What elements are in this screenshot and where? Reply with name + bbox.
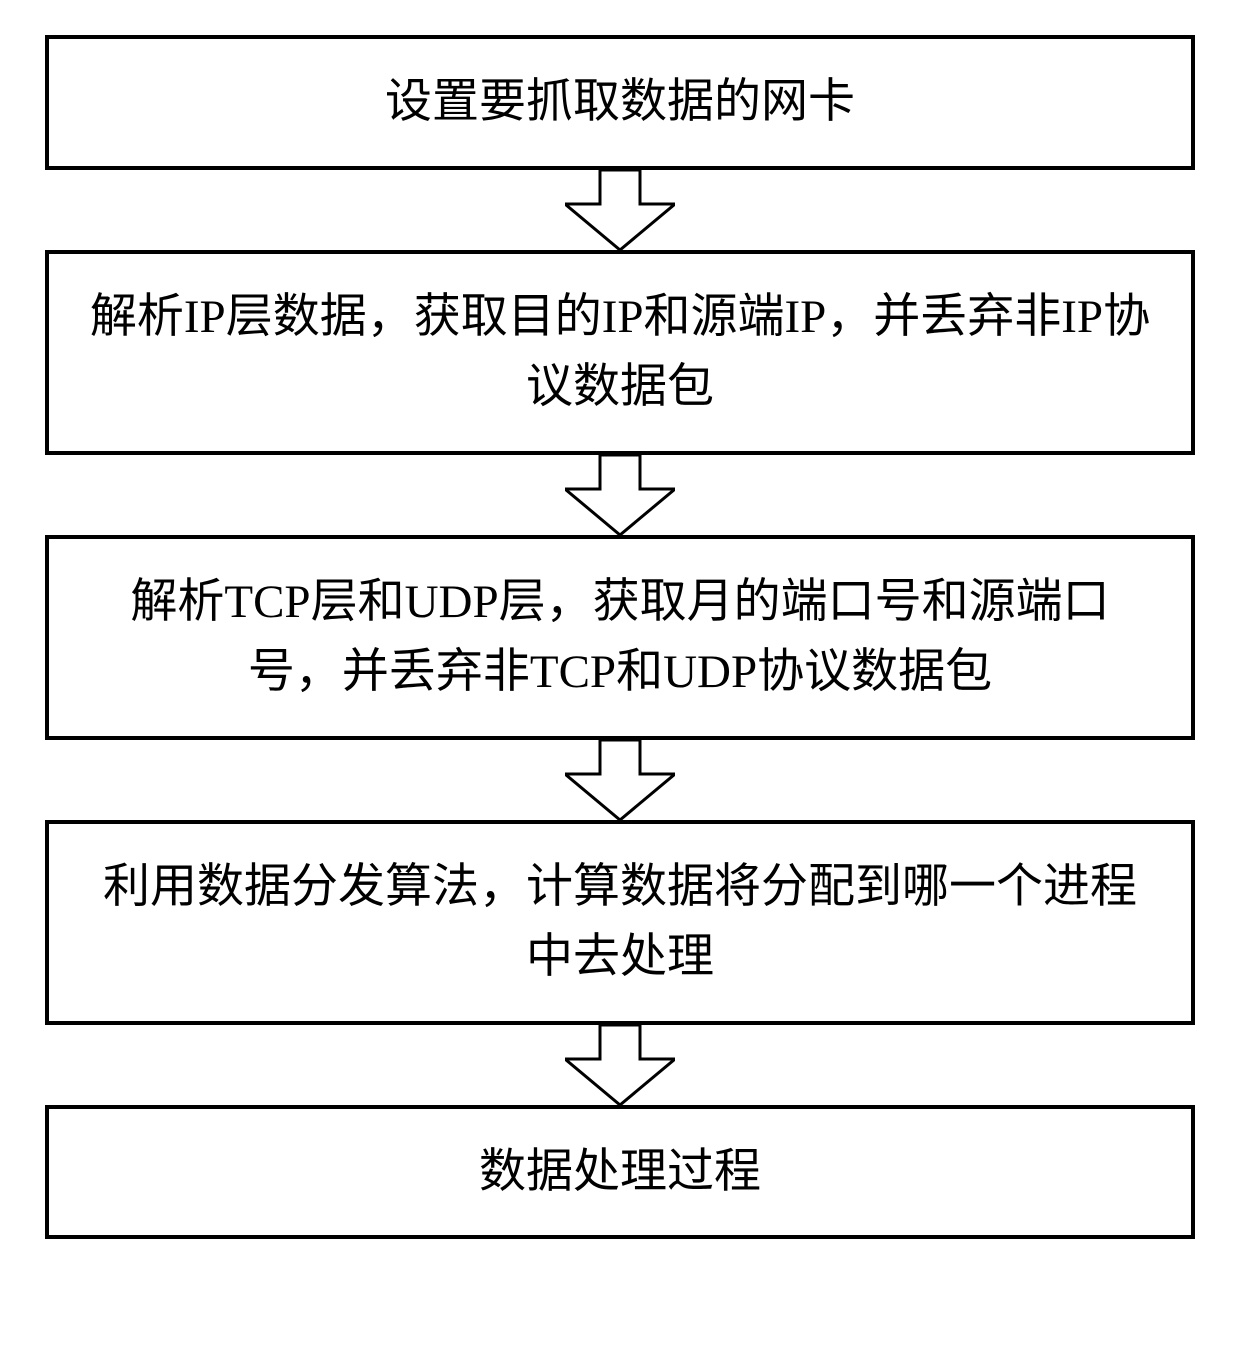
flowchart-step-2: 解析IP层数据，获取目的IP和源端IP，并丢弃非IP协议数据包 <box>45 250 1195 455</box>
flowchart-arrow-4 <box>45 1025 1195 1105</box>
flowchart-step-1: 设置要抓取数据的网卡 <box>45 35 1195 170</box>
flowchart-step-3-text: 解析TCP层和UDP层，获取月的端口号和源端口号，并丢弃非TCP和UDP协议数据… <box>89 567 1151 708</box>
flowchart-step-4-text: 利用数据分发算法，计算数据将分配到哪一个进程中去处理 <box>89 852 1151 993</box>
flowchart-container: 设置要抓取数据的网卡 解析IP层数据，获取目的IP和源端IP，并丢弃非IP协议数… <box>45 35 1195 1239</box>
chevron-down-icon <box>565 1025 675 1105</box>
flowchart-step-1-text: 设置要抓取数据的网卡 <box>385 67 855 138</box>
flowchart-step-5-text: 数据处理过程 <box>479 1137 761 1208</box>
flowchart-arrow-2 <box>45 455 1195 535</box>
flowchart-arrow-1 <box>45 170 1195 250</box>
flowchart-step-3: 解析TCP层和UDP层，获取月的端口号和源端口号，并丢弃非TCP和UDP协议数据… <box>45 535 1195 740</box>
chevron-down-icon <box>565 170 675 250</box>
flowchart-step-4: 利用数据分发算法，计算数据将分配到哪一个进程中去处理 <box>45 820 1195 1025</box>
flowchart-step-5: 数据处理过程 <box>45 1105 1195 1240</box>
flowchart-arrow-3 <box>45 740 1195 820</box>
chevron-down-icon <box>565 740 675 820</box>
flowchart-step-2-text: 解析IP层数据，获取目的IP和源端IP，并丢弃非IP协议数据包 <box>89 282 1151 423</box>
chevron-down-icon <box>565 455 675 535</box>
